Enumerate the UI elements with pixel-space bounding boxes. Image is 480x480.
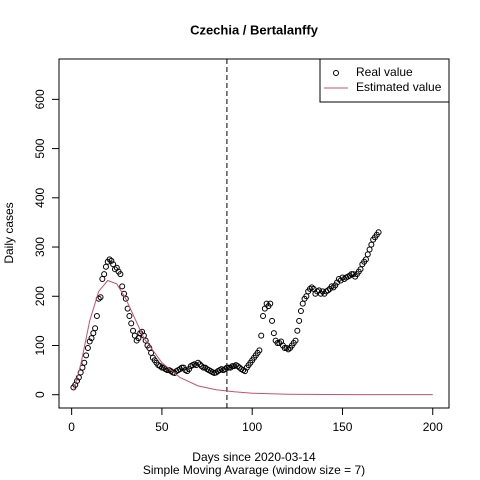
- data-point: [332, 282, 339, 289]
- data-point: [81, 359, 88, 366]
- data-point: [283, 344, 290, 351]
- data-point: [362, 256, 369, 263]
- data-point: [86, 338, 93, 345]
- data-point: [126, 312, 133, 319]
- data-point: [99, 276, 106, 283]
- y-tick-label: 400: [33, 187, 47, 207]
- x-tick-label: 100: [242, 420, 262, 434]
- data-point: [117, 271, 124, 278]
- data-point: [258, 332, 265, 339]
- data-point: [106, 256, 113, 263]
- plot-frame: [58, 58, 450, 409]
- data-point: [375, 229, 382, 236]
- data-point: [75, 374, 82, 381]
- data-point: [122, 295, 129, 302]
- data-point: [241, 368, 248, 375]
- data-point: [186, 366, 192, 373]
- y-tick-label: 600: [33, 89, 47, 109]
- x-tick-label: 200: [423, 420, 443, 434]
- data-point: [308, 284, 315, 291]
- legend-label: Real value: [356, 65, 413, 79]
- data-point: [128, 320, 135, 327]
- data-point: [131, 332, 138, 339]
- data-point: [261, 305, 268, 312]
- data-point: [260, 312, 267, 319]
- data-point: [316, 287, 322, 294]
- data-point: [306, 285, 313, 292]
- y-tick-label: 300: [33, 237, 47, 257]
- y-tick-label: 0: [33, 391, 47, 398]
- data-point: [101, 271, 108, 278]
- data-point: [297, 308, 304, 315]
- y-tick-label: 100: [33, 335, 47, 355]
- data-point: [148, 349, 155, 356]
- data-point: [110, 261, 117, 268]
- data-point: [223, 364, 230, 371]
- data-point: [303, 293, 310, 300]
- x-tick-label: 50: [155, 420, 169, 434]
- data-point: [325, 287, 332, 294]
- legend-box: [319, 58, 450, 103]
- data-point: [339, 274, 346, 281]
- data-point: [269, 317, 276, 324]
- data-point: [299, 300, 306, 307]
- data-point: [292, 337, 299, 344]
- data-point: [234, 363, 241, 370]
- data-point: [108, 257, 115, 264]
- data-point: [92, 325, 99, 332]
- data-point: [227, 364, 234, 371]
- data-point: [285, 346, 292, 353]
- data-point: [97, 294, 104, 301]
- data-point: [200, 364, 207, 371]
- y-tick-label: 500: [33, 138, 47, 158]
- y-axis-label: Daily cases: [2, 202, 16, 263]
- data-point: [157, 363, 164, 370]
- x-tick-label: 0: [68, 420, 75, 434]
- data-point: [90, 330, 97, 337]
- data-point: [364, 251, 371, 258]
- data-point: [142, 337, 149, 344]
- data-point: [93, 312, 100, 319]
- data-point: [256, 347, 263, 354]
- data-point: [366, 246, 373, 253]
- data-point: [274, 340, 281, 347]
- data-point: [176, 366, 183, 373]
- data-point: [119, 283, 126, 290]
- y-tick-label: 200: [33, 286, 47, 306]
- data-point: [225, 364, 232, 371]
- data-point: [84, 344, 91, 351]
- chart-title: Czechia / Bertalanffy: [190, 22, 319, 37]
- data-point: [195, 359, 202, 366]
- data-point: [368, 241, 375, 248]
- data-point: [296, 317, 303, 324]
- data-point: [83, 352, 90, 359]
- data-point: [88, 335, 95, 342]
- data-point: [102, 263, 109, 270]
- legend-label: Estimated value: [356, 80, 442, 94]
- estimate-line: [72, 279, 433, 396]
- x-axis-sublabel: Simple Moving Avarage (window size = 7): [143, 463, 365, 477]
- x-axis-label: Days since 2020-03-14: [192, 450, 316, 464]
- data-point: [130, 327, 137, 334]
- data-point: [357, 266, 364, 273]
- data-point: [270, 330, 277, 337]
- data-point: [267, 300, 274, 307]
- data-point: [337, 277, 344, 284]
- data-point: [198, 363, 205, 370]
- data-point: [346, 272, 353, 279]
- data-point: [135, 335, 142, 342]
- data-point: [222, 366, 229, 373]
- data-point: [294, 327, 301, 334]
- x-tick-label: 150: [332, 420, 352, 434]
- data-point: [158, 364, 165, 371]
- legend-symbol: [333, 70, 339, 76]
